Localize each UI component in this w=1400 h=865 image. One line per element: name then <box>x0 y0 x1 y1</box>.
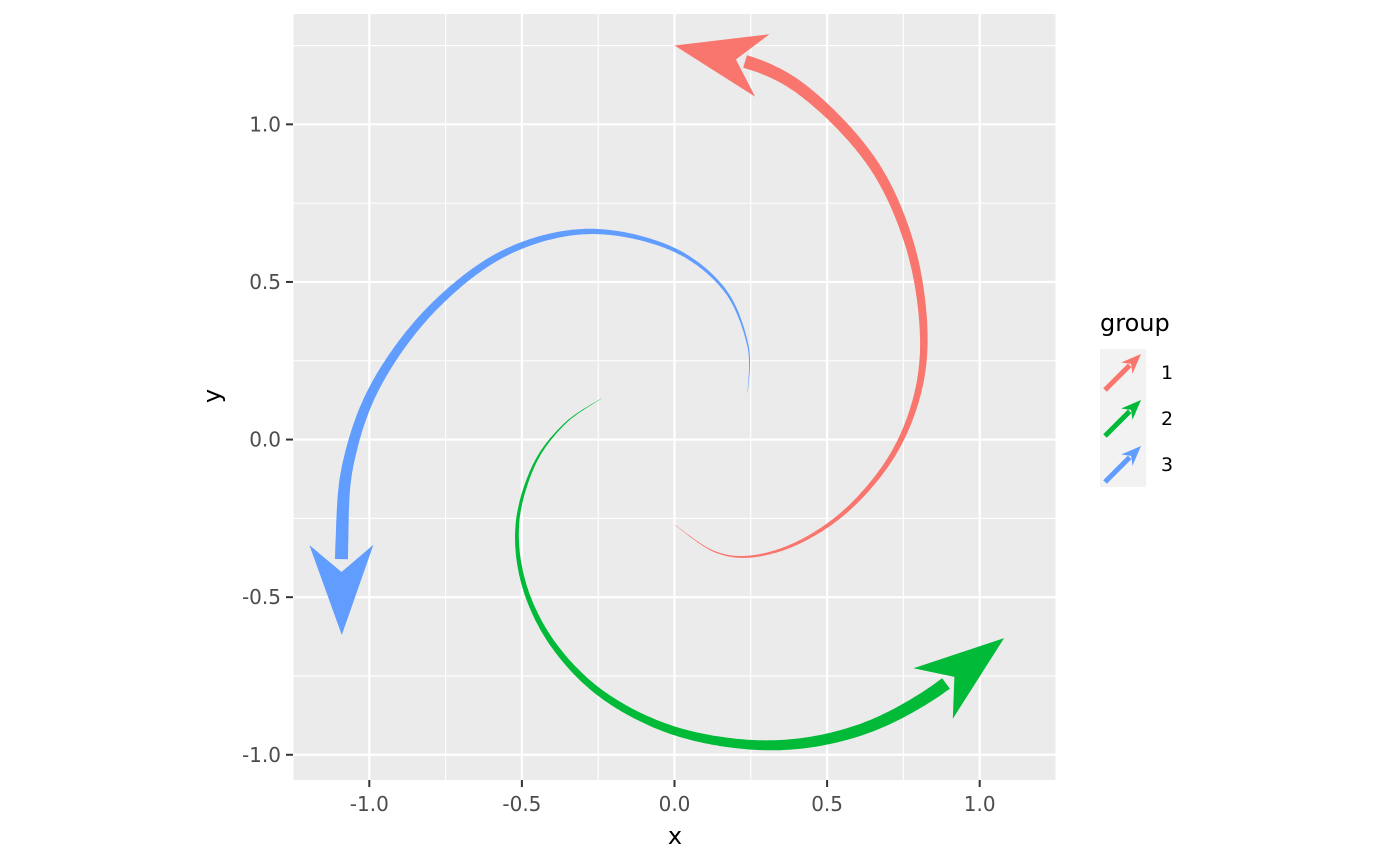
x-tick-label: 0.0 <box>659 792 691 816</box>
x-tick-label: -0.5 <box>502 792 541 816</box>
major-gridlines <box>293 14 1056 780</box>
y-axis-title: y <box>198 389 226 403</box>
legend-title: group <box>1100 309 1170 337</box>
y-tick-label: 0.5 <box>249 270 281 294</box>
y-axis: -1.0 -0.5 0.0 0.5 1.0 <box>242 112 293 767</box>
legend-key-arrowhead <box>1121 400 1141 420</box>
y-tick-label: -1.0 <box>242 743 281 767</box>
y-tick-label: 1.0 <box>249 112 281 136</box>
x-tick-label: -1.0 <box>350 792 389 816</box>
legend-key-arrow-shaft <box>1103 455 1132 484</box>
legend-key-arrow-shaft <box>1103 363 1132 392</box>
legend-item-2: 2 <box>1100 395 1173 441</box>
series-2-arrow <box>515 398 1005 751</box>
series-2-line <box>515 398 950 751</box>
y-tick-label: 0.0 <box>249 428 281 452</box>
legend-key-arrowhead <box>1121 446 1141 466</box>
y-tick-label: -0.5 <box>242 585 281 609</box>
series-layer <box>309 34 1005 751</box>
x-axis-title: x <box>668 822 682 850</box>
series-1-arrowhead <box>674 34 770 97</box>
series-3-arrowhead <box>309 544 374 635</box>
series-2-arrowhead <box>913 638 1005 719</box>
series-3-arrow <box>309 228 750 635</box>
legend-label: 2 <box>1161 408 1173 430</box>
legend-item-1: 1 <box>1100 349 1173 395</box>
legend-key-arrow-shaft <box>1103 409 1132 438</box>
legend-item-3: 3 <box>1100 441 1173 487</box>
x-axis: -1.0 -0.5 0.0 0.5 1.0 <box>350 780 996 816</box>
legend-label: 3 <box>1161 454 1173 476</box>
series-1-arrow <box>674 34 928 558</box>
x-tick-label: 1.0 <box>964 792 996 816</box>
legend: group 1 2 3 <box>1100 309 1173 487</box>
x-tick-label: 0.5 <box>811 792 843 816</box>
legend-label: 1 <box>1161 362 1173 384</box>
legend-key-arrowhead <box>1121 354 1141 374</box>
